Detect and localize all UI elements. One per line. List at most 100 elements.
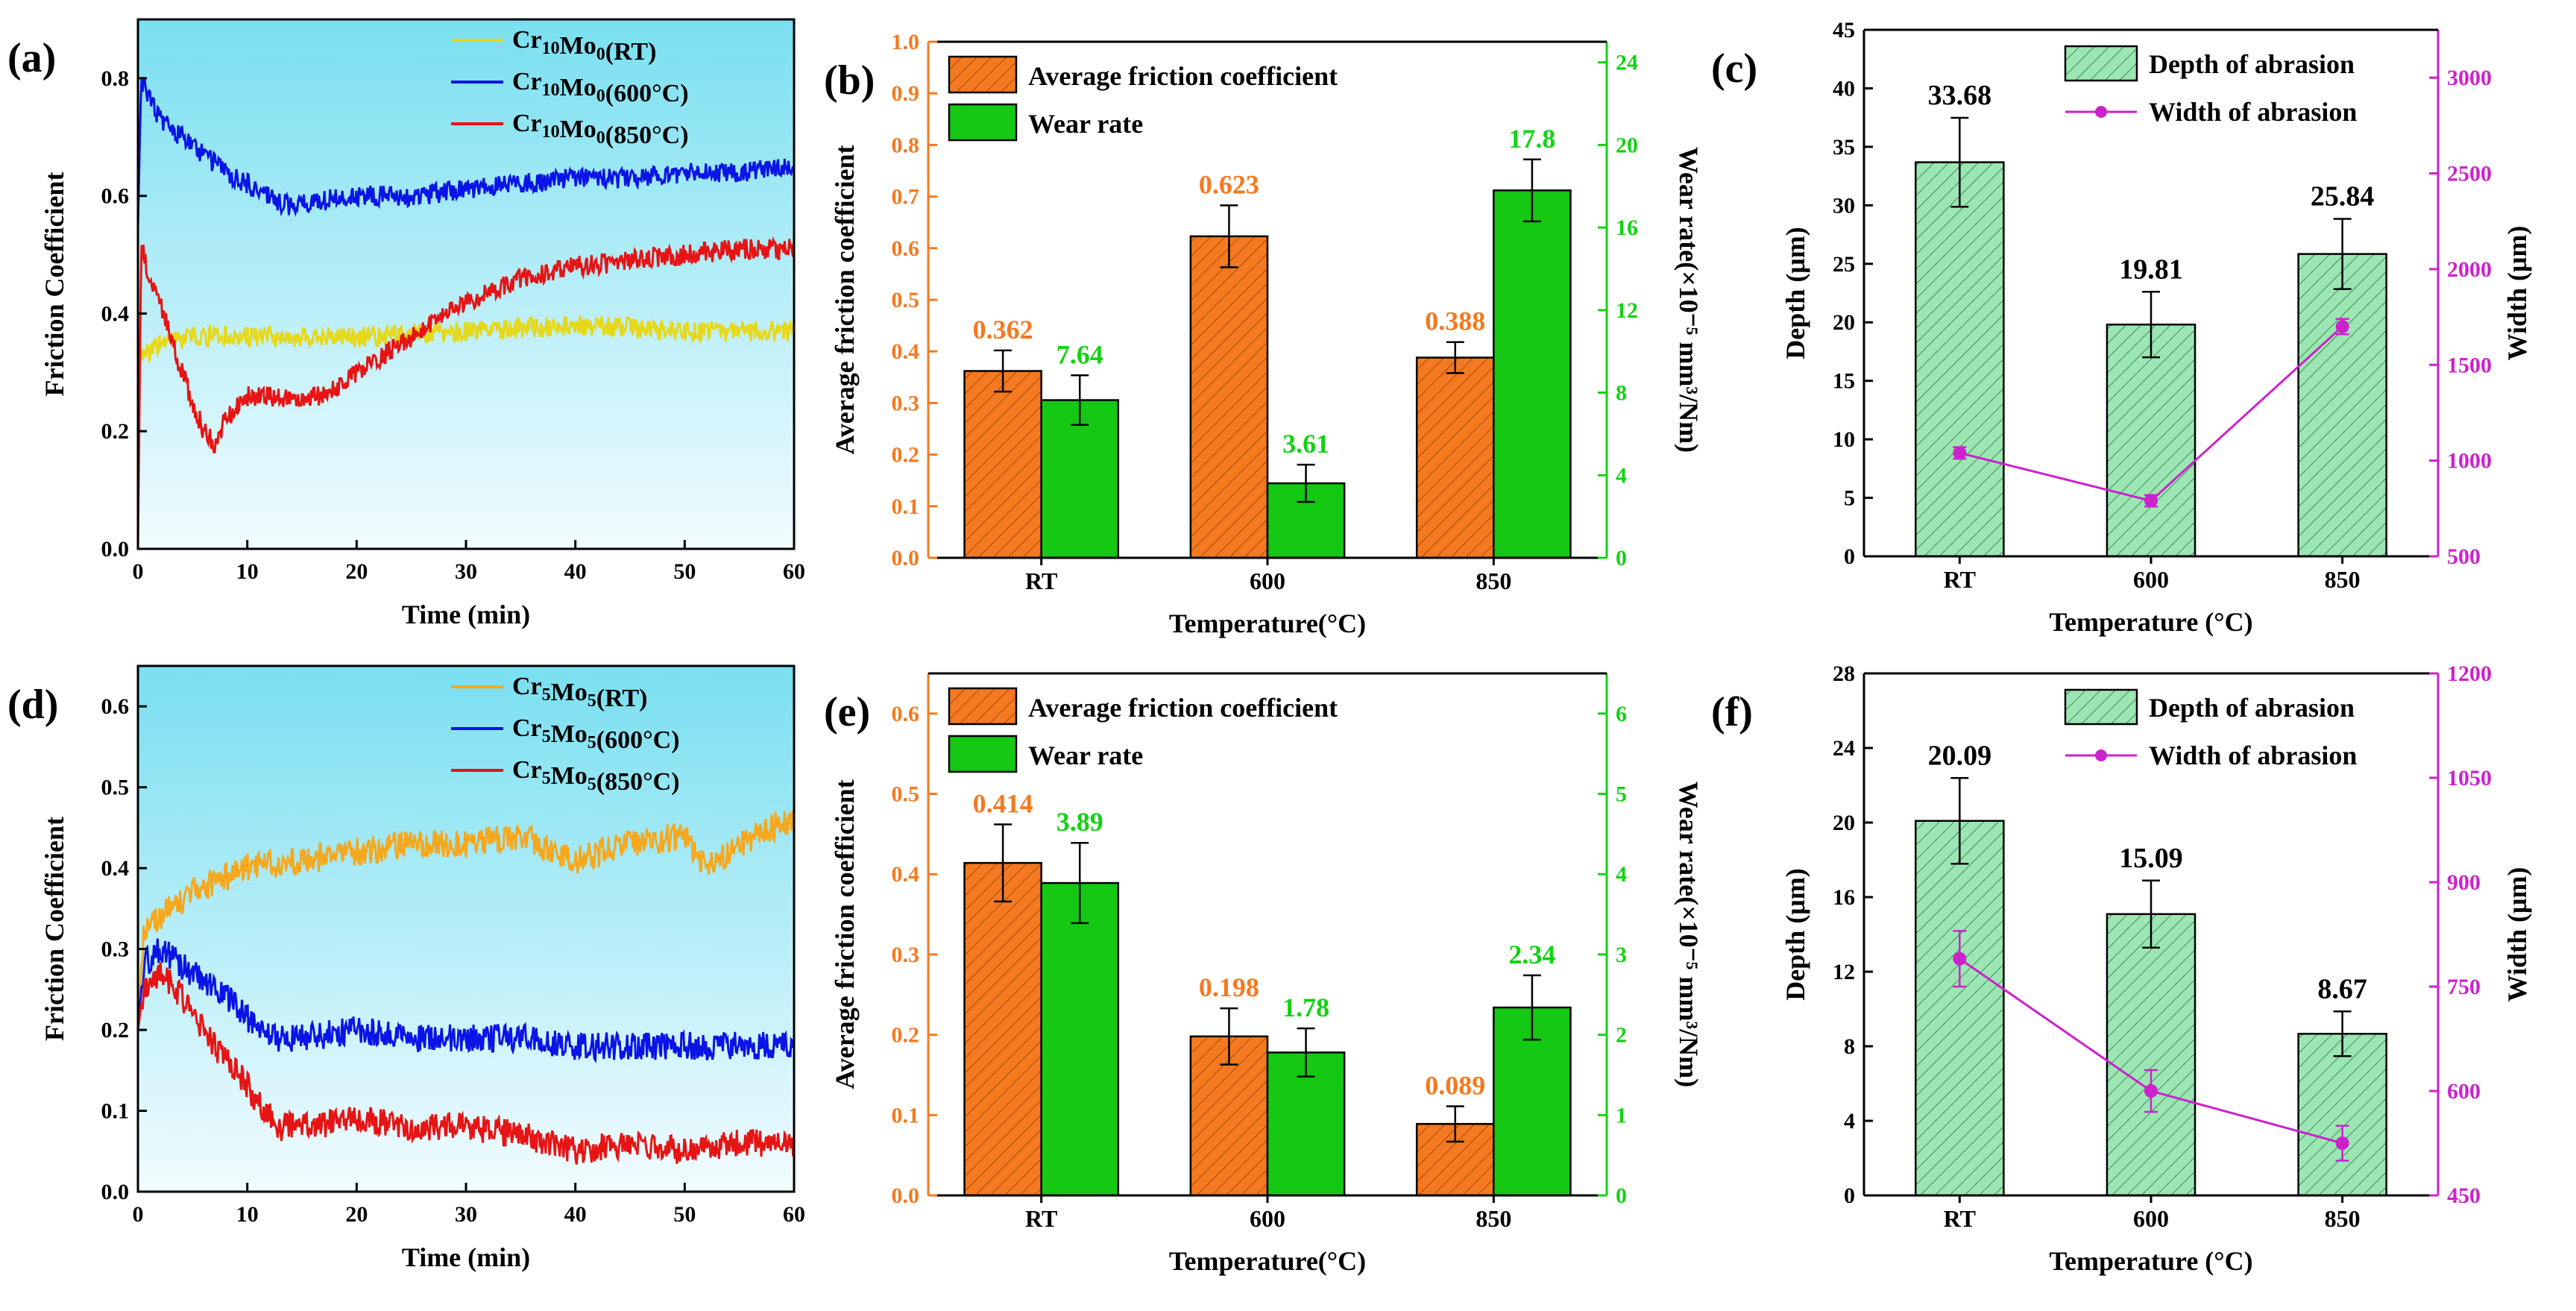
y-tick-label: 0.2 <box>101 1018 130 1043</box>
y-tick-label: 0.6 <box>101 184 130 209</box>
y-tick-label-left: 0.2 <box>892 443 920 468</box>
data-label-friction: 0.623 <box>1199 169 1259 199</box>
legend-label: Depth of abrasion <box>2149 693 2355 723</box>
x-tick-label: 40 <box>564 1202 587 1227</box>
x-tick-label: 600 <box>2133 1205 2169 1232</box>
y-tick-label-left: 0.0 <box>892 1183 920 1208</box>
bar-depth <box>2106 913 2196 1197</box>
panel-d: 0 10 20 30 40 50 60 0.0 0.1 0.2 0.3 0.4 0.5 0.6 Time (… <box>7 664 805 1272</box>
y-tick-label-right: 3000 <box>2447 66 2492 90</box>
y-tick-label-right: 1000 <box>2447 449 2492 474</box>
y-tick-label-right: 5 <box>1616 782 1627 807</box>
x-tick-label: 0 <box>133 559 144 584</box>
bar-wear <box>1493 189 1572 559</box>
legend-label: Wear rate <box>1028 741 1143 770</box>
y-tick-label-right: 12 <box>1616 298 1638 323</box>
y-tick-label: 0.3 <box>101 937 130 962</box>
y-tick-label-right: 750 <box>2447 975 2481 999</box>
y-tick-label-left: 0.3 <box>892 943 920 967</box>
x-tick-label: RT <box>1944 1205 1976 1232</box>
y-tick-label-right: 900 <box>2447 870 2481 895</box>
legend-swatch <box>948 735 1018 773</box>
width-point <box>2144 494 2158 508</box>
y-tick-label-left: 0.4 <box>892 339 920 364</box>
data-label-depth: 25.84 <box>2311 181 2375 213</box>
panel-a: 0 10 20 30 40 50 60 0.0 0.2 0.4 0.6 0.8 Time (min) Fr… <box>7 18 805 629</box>
y-tick-label-right: 2000 <box>2447 257 2492 282</box>
legend-label: Average friction coefficient <box>1028 61 1338 91</box>
bar-depth <box>1915 820 2005 1197</box>
series-line-2 <box>136 962 796 1165</box>
data-label-wear: 7.64 <box>1056 339 1103 369</box>
y-tick-label-right: 4 <box>1616 862 1627 887</box>
y-tick-label-right: 1200 <box>2447 661 2492 686</box>
data-label-friction: 0.198 <box>1199 972 1259 1002</box>
legend-label: Average friction coefficient <box>1028 693 1338 723</box>
x-tick-label: 850 <box>2325 566 2361 593</box>
x-tick-label: 60 <box>783 1202 805 1227</box>
y-tick-label-left: 0.1 <box>892 1103 920 1128</box>
x-tick-label: 20 <box>345 559 368 584</box>
panel-label: (d) <box>7 682 58 728</box>
y-axis-label-right: Width (μm) <box>2502 867 2532 1002</box>
y-tick-label-left: 0.6 <box>892 236 920 261</box>
x-tick-label: 60 <box>783 559 805 584</box>
y-tick-label-left: 0.7 <box>892 185 920 210</box>
x-tick-label: 50 <box>673 559 696 584</box>
y-tick-label-left: 12 <box>1833 960 1855 984</box>
y-tick-label-right: 600 <box>2447 1079 2481 1104</box>
y-axis-label-right: Wear rate(×10⁻⁵ mm³/Nm) <box>1674 782 1704 1087</box>
y-tick-label-left: 0.1 <box>892 494 920 519</box>
x-tick-label: RT <box>1025 568 1057 594</box>
bar-friction <box>1189 235 1269 559</box>
y-tick-label: 0.8 <box>101 66 130 91</box>
y-tick-label-left: 8 <box>1844 1034 1855 1059</box>
panel-b: 0.362 7.64 RT 0.623 3.61 600 0.388 17.8 850 0.0 0.… <box>824 30 1704 638</box>
y-tick-label: 0.6 <box>101 694 130 719</box>
width-point <box>1953 446 1967 460</box>
y-tick-label-left: 28 <box>1833 661 1855 686</box>
y-tick-label-right: 2 <box>1616 1023 1627 1048</box>
y-tick-label: 0.2 <box>101 419 130 444</box>
y-tick-label-right: 1 <box>1616 1103 1627 1128</box>
x-tick-label: 20 <box>345 1202 368 1227</box>
y-tick-label-left: 10 <box>1833 427 1855 452</box>
data-label-friction: 0.388 <box>1425 306 1485 336</box>
y-tick-label-left: 25 <box>1833 252 1855 277</box>
panel-label: (e) <box>824 689 870 735</box>
y-axis-label-left: Depth (μm) <box>1780 227 1810 359</box>
series-line-0 <box>136 810 796 1031</box>
y-tick-label: 0.5 <box>101 776 130 800</box>
bar-wear <box>1040 399 1120 559</box>
y-axis-label: Friction Coefficient <box>40 817 69 1041</box>
legend-swatch <box>2064 45 2138 82</box>
y-tick-label-right: 8 <box>1616 381 1627 406</box>
y-tick-label-left: 24 <box>1833 736 1855 761</box>
y-tick-label-right: 0 <box>1616 1183 1627 1208</box>
legend-label: Depth of abrasion <box>2149 49 2355 79</box>
y-axis-label-right: Width (μm) <box>2502 226 2532 361</box>
y-tick-label-left: 0.0 <box>892 546 920 570</box>
y-tick-label-right: 2500 <box>2447 162 2492 186</box>
series-line-2 <box>136 236 796 550</box>
y-tick-label-left: 16 <box>1833 885 1855 910</box>
width-point <box>2335 319 2349 333</box>
y-axis-label-right: Wear rate(×10⁻⁵ mm³/Nm) <box>1674 147 1704 453</box>
y-tick-label: 0.1 <box>101 1099 130 1124</box>
panel-label: (b) <box>824 57 875 104</box>
x-axis-label: Temperature(°C) <box>1169 609 1366 638</box>
x-tick-label: 30 <box>455 1202 477 1227</box>
y-tick-label-left: 1.0 <box>892 30 920 54</box>
y-tick-label-left: 40 <box>1833 76 1855 101</box>
x-tick-label: 850 <box>1476 1205 1511 1232</box>
legend-swatch <box>948 687 1018 726</box>
y-tick-label-left: 0.5 <box>892 782 920 807</box>
y-tick-label-left: 0.8 <box>892 133 920 157</box>
panel-c: 33.68 RT 19.81 600 25.84 850 0 5 10 15 20 25 30 35 40 4… <box>1711 18 2532 637</box>
y-tick-label: 0.4 <box>101 856 130 881</box>
panel-label: (a) <box>7 35 56 81</box>
x-tick-label: RT <box>1944 566 1976 593</box>
y-tick-label-left: 15 <box>1833 369 1855 394</box>
y-tick-label: 0.0 <box>101 537 130 562</box>
